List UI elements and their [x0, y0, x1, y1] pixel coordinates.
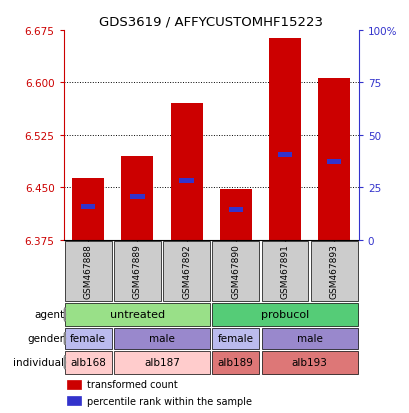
Bar — [65, 242, 111, 301]
Text: GSM467893: GSM467893 — [329, 244, 338, 299]
Text: transformed count: transformed count — [87, 380, 178, 389]
Bar — [212, 303, 357, 326]
Text: alb187: alb187 — [144, 358, 180, 368]
Text: alb193: alb193 — [291, 358, 327, 368]
Bar — [179, 178, 193, 183]
Text: GSM467889: GSM467889 — [133, 244, 142, 299]
Bar — [268, 39, 300, 240]
Bar — [261, 351, 357, 374]
Text: GSM467892: GSM467892 — [182, 244, 191, 299]
Text: GSM467891: GSM467891 — [280, 244, 289, 299]
Bar — [212, 242, 258, 301]
FancyArrow shape — [64, 332, 65, 345]
Bar — [114, 242, 160, 301]
Bar — [228, 208, 243, 213]
Bar — [170, 104, 202, 240]
Text: individual: individual — [13, 358, 64, 368]
FancyArrow shape — [64, 356, 65, 369]
Text: male: male — [148, 334, 175, 344]
Bar — [121, 157, 153, 240]
Bar — [212, 351, 258, 374]
Bar — [72, 179, 104, 240]
Text: probucol: probucol — [260, 310, 308, 320]
Bar — [326, 160, 341, 164]
Bar — [130, 195, 144, 199]
Bar — [65, 303, 209, 326]
Bar — [212, 328, 258, 349]
Text: percentile rank within the sample: percentile rank within the sample — [87, 396, 252, 406]
Bar — [66, 396, 81, 406]
Bar — [277, 153, 292, 157]
Bar — [65, 351, 111, 374]
Bar — [81, 204, 95, 209]
Bar — [310, 242, 357, 301]
Bar — [261, 328, 357, 349]
FancyArrow shape — [64, 308, 65, 322]
Text: alb168: alb168 — [70, 358, 106, 368]
Text: alb189: alb189 — [217, 358, 253, 368]
Bar — [66, 380, 81, 389]
Bar — [114, 351, 209, 374]
Text: male: male — [296, 334, 322, 344]
Text: female: female — [70, 334, 106, 344]
Text: GSM467890: GSM467890 — [231, 244, 240, 299]
Text: GSM467888: GSM467888 — [83, 244, 92, 299]
Text: agent: agent — [34, 310, 64, 320]
Text: untreated: untreated — [110, 310, 164, 320]
Bar — [317, 78, 349, 240]
Bar — [65, 328, 111, 349]
Bar — [114, 328, 209, 349]
Bar — [219, 190, 251, 240]
Text: gender: gender — [27, 334, 64, 344]
Bar — [261, 242, 308, 301]
Text: female: female — [217, 334, 253, 344]
Title: GDS3619 / AFFYCUSTOMHF15223: GDS3619 / AFFYCUSTOMHF15223 — [99, 15, 322, 28]
Bar — [163, 242, 209, 301]
